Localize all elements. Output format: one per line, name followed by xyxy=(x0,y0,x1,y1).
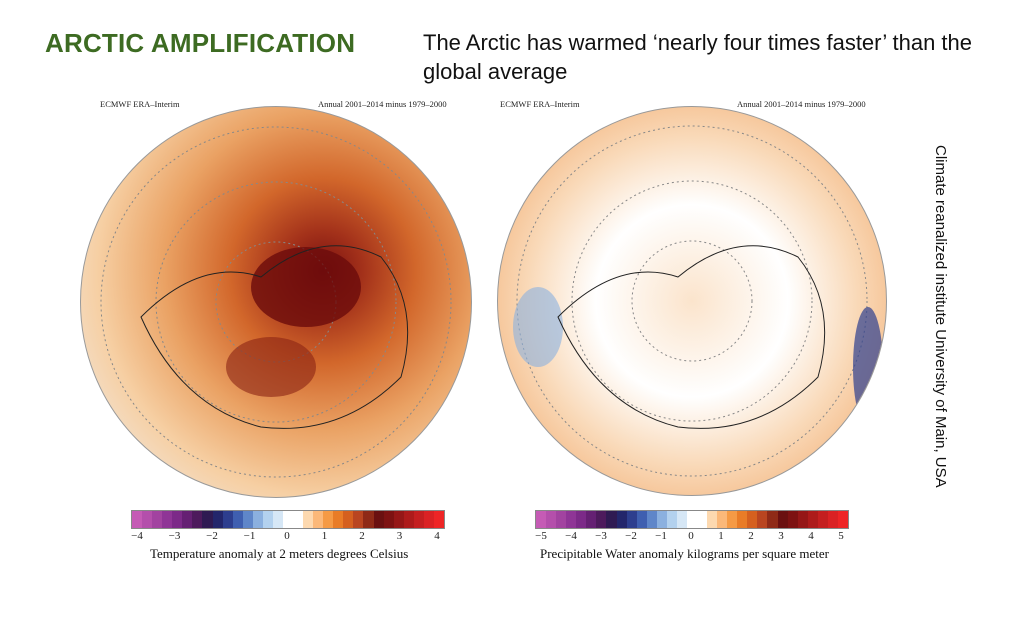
colorbar-swatch xyxy=(686,511,697,528)
temperature-caption: Temperature anomaly at 2 meters degrees … xyxy=(150,546,409,561)
colorbar-tick-label: −4 xyxy=(565,530,577,542)
colorbar-swatch xyxy=(333,511,344,528)
colorbar-tick-label: 0 xyxy=(688,530,694,542)
colorbar-tick-label: 4 xyxy=(434,530,440,542)
colorbar-tick-label: −2 xyxy=(625,530,637,542)
colorbar-tick-label: −4 xyxy=(131,530,143,542)
colorbar-swatch xyxy=(343,511,354,528)
colorbar-swatch xyxy=(797,511,808,528)
colorbar-tick-label: 3 xyxy=(396,530,403,542)
colorbar-swatch xyxy=(837,511,848,528)
colorbar-swatch xyxy=(303,511,314,528)
colorbar-swatch xyxy=(616,511,627,528)
colorbar-tick-label: −2 xyxy=(206,530,218,542)
colorbar-swatch xyxy=(676,511,687,528)
colorbar-tick-label: −3 xyxy=(168,530,181,542)
colorbar-swatch xyxy=(423,511,434,528)
temperature-colorbar-ticks: −4 −3 −2 −1 0 1 2 3 4 xyxy=(131,530,440,544)
colorbar-tick-label: −3 xyxy=(595,530,607,542)
colorbar-swatch xyxy=(707,511,718,528)
colorbar-swatch xyxy=(192,511,203,528)
colorbar-swatch xyxy=(182,511,193,528)
colorbar-tick-label: 0 xyxy=(284,530,290,542)
colorbar-swatch xyxy=(202,511,213,528)
colorbar-swatch xyxy=(727,511,738,528)
colorbar-swatch xyxy=(232,511,243,528)
colorbar-swatch xyxy=(546,511,557,528)
right-period: Annual 2001–2014 minus 1979–2000 xyxy=(737,99,866,109)
colorbar-tick-label: 2 xyxy=(748,530,754,542)
colorbar-swatch xyxy=(636,511,647,528)
colorbar-tick-label: 3 xyxy=(778,530,784,542)
colorbar-swatch xyxy=(666,511,677,528)
colorbar-swatch xyxy=(433,511,444,528)
colorbar-swatch xyxy=(737,511,748,528)
colorbar-swatch xyxy=(353,511,364,528)
colorbar-swatch xyxy=(222,511,233,528)
colorbar-swatch xyxy=(162,511,173,528)
colorbar-swatch xyxy=(777,511,788,528)
colorbar-swatch xyxy=(142,511,153,528)
colorbar-tick-label: −5 xyxy=(535,530,547,542)
colorbar-swatch xyxy=(697,511,708,528)
colorbar-swatch xyxy=(626,511,637,528)
colorbar-swatch xyxy=(212,511,223,528)
colorbar-tick-label: 5 xyxy=(838,530,844,542)
colorbar-tick-label: −1 xyxy=(243,530,256,542)
colorbar-swatch xyxy=(262,511,273,528)
right-source: ECMWF ERA–Interim xyxy=(500,99,580,109)
colorbar-swatch xyxy=(313,511,324,528)
colorbar-swatch xyxy=(282,511,293,528)
colorbar-swatch xyxy=(576,511,587,528)
colorbar-swatch xyxy=(403,511,414,528)
colorbar-swatch xyxy=(606,511,617,528)
colorbar-swatch xyxy=(556,511,567,528)
colorbar-swatch xyxy=(132,511,143,528)
water-colorbar-ticks: −5 −4 −3 −2 −1 0 1 2 3 4 5 xyxy=(535,530,844,544)
slide-title: ARCTIC AMPLIFICATION xyxy=(45,28,356,58)
colorbar-swatch xyxy=(373,511,384,528)
colorbar-swatch xyxy=(596,511,607,528)
colorbar-swatch xyxy=(152,511,163,528)
water-caption: Precipitable Water anomaly kilograms per… xyxy=(540,546,829,561)
colorbar-swatch xyxy=(646,511,657,528)
colorbar-swatch xyxy=(383,511,394,528)
temperature-map-graticule xyxy=(100,126,452,478)
left-source: ECMWF ERA–Interim xyxy=(100,99,180,109)
colorbar-swatch xyxy=(363,511,374,528)
colorbar-tick-label: 2 xyxy=(359,530,365,542)
colorbar-swatch xyxy=(656,511,667,528)
colorbar-tick-label: 1 xyxy=(718,530,724,542)
source-credit: Climate reanalized institute University … xyxy=(932,145,949,488)
colorbar-swatch xyxy=(717,511,728,528)
colorbar-swatch xyxy=(807,511,818,528)
colorbar-swatch xyxy=(242,511,253,528)
colorbar-swatch xyxy=(536,511,547,528)
slide-subtitle: The Arctic has warmed ‘nearly four times… xyxy=(423,30,973,84)
water-map-graticule xyxy=(513,125,883,477)
colorbar-swatch xyxy=(827,511,838,528)
colorbar-swatch xyxy=(747,511,758,528)
temperature-anomaly-map xyxy=(80,106,472,498)
left-period: Annual 2001–2014 minus 1979–2000 xyxy=(318,99,447,109)
colorbar-swatch xyxy=(393,511,404,528)
colorbar-swatch xyxy=(272,511,283,528)
colorbar-swatch xyxy=(817,511,828,528)
colorbar-tick-label: 4 xyxy=(808,530,814,542)
colorbar-swatch xyxy=(323,511,334,528)
colorbar-swatch xyxy=(293,511,304,528)
colorbar-swatch xyxy=(787,511,798,528)
colorbar-swatch xyxy=(767,511,778,528)
colorbar-swatch xyxy=(252,511,263,528)
precipitable-water-anomaly-map xyxy=(497,106,887,496)
colorbar-swatch xyxy=(757,511,768,528)
colorbar-tick-label: −1 xyxy=(655,530,667,542)
colorbar-swatch xyxy=(566,511,577,528)
temperature-colorbar xyxy=(131,510,445,529)
water-colorbar xyxy=(535,510,849,529)
colorbar-swatch xyxy=(413,511,424,528)
colorbar-tick-label: 1 xyxy=(321,530,328,542)
colorbar-swatch xyxy=(172,511,183,528)
colorbar-swatch xyxy=(586,511,597,528)
